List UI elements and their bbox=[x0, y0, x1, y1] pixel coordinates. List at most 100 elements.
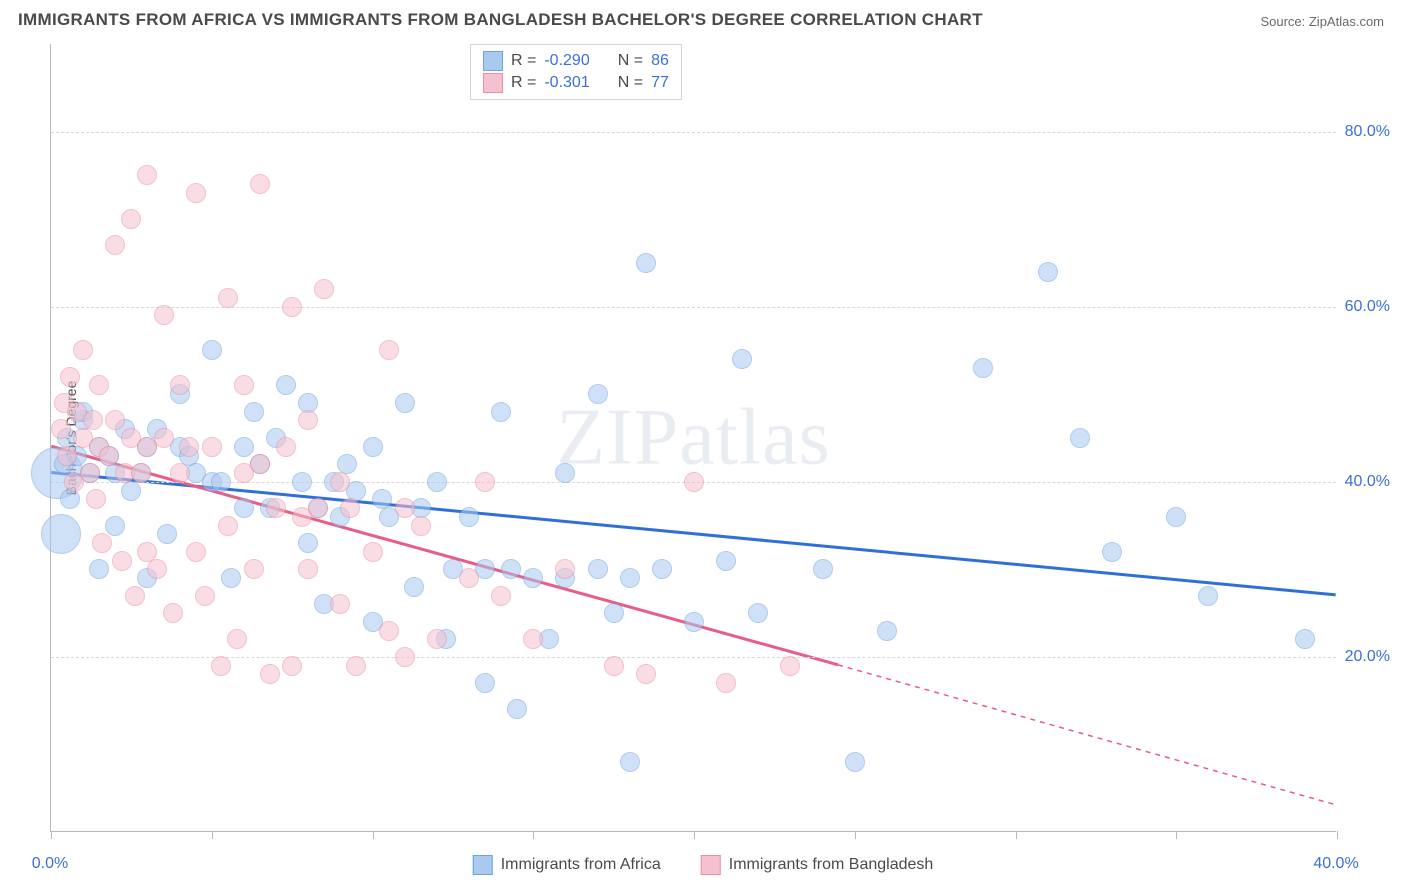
y-tick-label: 60.0% bbox=[1345, 298, 1390, 316]
data-point bbox=[973, 358, 993, 378]
data-point bbox=[60, 489, 80, 509]
data-point bbox=[234, 375, 254, 395]
gridline bbox=[51, 657, 1336, 658]
data-point bbox=[395, 647, 415, 667]
data-point bbox=[244, 559, 264, 579]
data-point bbox=[459, 568, 479, 588]
data-point bbox=[92, 533, 112, 553]
data-point bbox=[202, 437, 222, 457]
data-point bbox=[491, 402, 511, 422]
data-point bbox=[250, 174, 270, 194]
data-point bbox=[1038, 262, 1058, 282]
data-point bbox=[411, 516, 431, 536]
data-point bbox=[588, 559, 608, 579]
data-point bbox=[186, 183, 206, 203]
data-point bbox=[1070, 428, 1090, 448]
r-value: -0.290 bbox=[544, 52, 589, 70]
data-point bbox=[154, 305, 174, 325]
legend-item-bangladesh: Immigrants from Bangladesh bbox=[701, 855, 934, 875]
data-point bbox=[250, 454, 270, 474]
data-point bbox=[121, 481, 141, 501]
data-point bbox=[459, 507, 479, 527]
watermark: ZIPatlas bbox=[556, 392, 831, 483]
y-tick-label: 80.0% bbox=[1345, 123, 1390, 141]
r-value: -0.301 bbox=[544, 74, 589, 92]
data-point bbox=[60, 367, 80, 387]
data-point bbox=[555, 463, 575, 483]
data-point bbox=[276, 375, 296, 395]
data-point bbox=[379, 340, 399, 360]
data-point bbox=[195, 586, 215, 606]
data-point bbox=[282, 656, 302, 676]
data-point bbox=[491, 586, 511, 606]
data-point bbox=[73, 340, 93, 360]
data-point bbox=[652, 559, 672, 579]
data-point bbox=[266, 498, 286, 518]
data-point bbox=[137, 165, 157, 185]
gridline bbox=[51, 132, 1336, 133]
data-point bbox=[427, 472, 447, 492]
data-point bbox=[475, 472, 495, 492]
x-tick-label: 40.0% bbox=[1313, 855, 1358, 873]
data-point bbox=[716, 551, 736, 571]
data-point bbox=[684, 472, 704, 492]
swatch-bangladesh-icon bbox=[483, 73, 503, 93]
data-point bbox=[218, 516, 238, 536]
data-point bbox=[555, 559, 575, 579]
data-point bbox=[748, 603, 768, 623]
data-point bbox=[308, 498, 328, 518]
legend-row-bangladesh: R = -0.301 N = 77 bbox=[483, 72, 669, 94]
data-point bbox=[170, 375, 190, 395]
data-point bbox=[211, 472, 231, 492]
data-point bbox=[346, 656, 366, 676]
data-point bbox=[1198, 586, 1218, 606]
x-tick bbox=[212, 831, 213, 839]
data-point bbox=[105, 410, 125, 430]
legend-label: Immigrants from Africa bbox=[501, 856, 661, 874]
r-label: R = bbox=[511, 74, 536, 92]
data-point bbox=[523, 568, 543, 588]
data-point bbox=[154, 428, 174, 448]
scatter-plot: Bachelor's Degree ZIPatlas bbox=[50, 44, 1336, 832]
data-point bbox=[298, 410, 318, 430]
data-point bbox=[234, 437, 254, 457]
data-point bbox=[636, 253, 656, 273]
legend-bottom: Immigrants from Africa Immigrants from B… bbox=[473, 855, 934, 875]
data-point bbox=[501, 559, 521, 579]
data-point bbox=[157, 524, 177, 544]
data-point bbox=[125, 586, 145, 606]
data-point bbox=[282, 297, 302, 317]
source-label: Source: ZipAtlas.com bbox=[1260, 14, 1384, 29]
data-point bbox=[80, 463, 100, 483]
data-point bbox=[314, 279, 334, 299]
data-point bbox=[340, 498, 360, 518]
data-point bbox=[163, 603, 183, 623]
data-point bbox=[404, 577, 424, 597]
data-point bbox=[732, 349, 752, 369]
data-point bbox=[202, 340, 222, 360]
data-point bbox=[330, 594, 350, 614]
n-label: N = bbox=[618, 74, 643, 92]
data-point bbox=[684, 612, 704, 632]
data-point bbox=[620, 752, 640, 772]
data-point bbox=[780, 656, 800, 676]
data-point bbox=[395, 498, 415, 518]
data-point bbox=[186, 542, 206, 562]
data-point bbox=[170, 463, 190, 483]
data-point bbox=[105, 235, 125, 255]
data-point bbox=[298, 559, 318, 579]
data-point bbox=[99, 446, 119, 466]
data-point bbox=[475, 673, 495, 693]
chart-title: IMMIGRANTS FROM AFRICA VS IMMIGRANTS FRO… bbox=[18, 10, 983, 30]
n-label: N = bbox=[618, 52, 643, 70]
data-point bbox=[147, 559, 167, 579]
n-value: 86 bbox=[651, 52, 669, 70]
x-tick bbox=[1337, 831, 1338, 839]
data-point bbox=[507, 699, 527, 719]
data-point bbox=[218, 288, 238, 308]
data-point bbox=[604, 656, 624, 676]
data-point bbox=[89, 375, 109, 395]
data-point bbox=[83, 410, 103, 430]
data-point bbox=[813, 559, 833, 579]
data-point bbox=[234, 498, 254, 518]
